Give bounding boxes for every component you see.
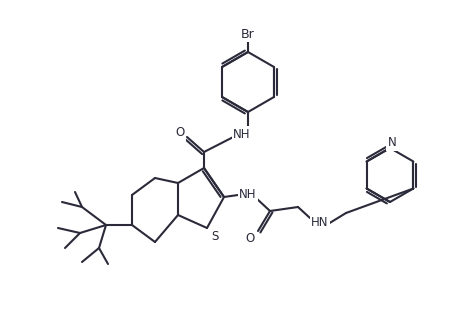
Text: O: O <box>175 127 185 139</box>
Text: N: N <box>388 137 396 150</box>
Text: HN: HN <box>311 216 329 228</box>
Text: NH: NH <box>233 128 251 140</box>
Text: S: S <box>211 229 219 242</box>
Text: Br: Br <box>241 27 255 41</box>
Text: NH: NH <box>239 189 257 202</box>
Text: O: O <box>246 233 255 246</box>
